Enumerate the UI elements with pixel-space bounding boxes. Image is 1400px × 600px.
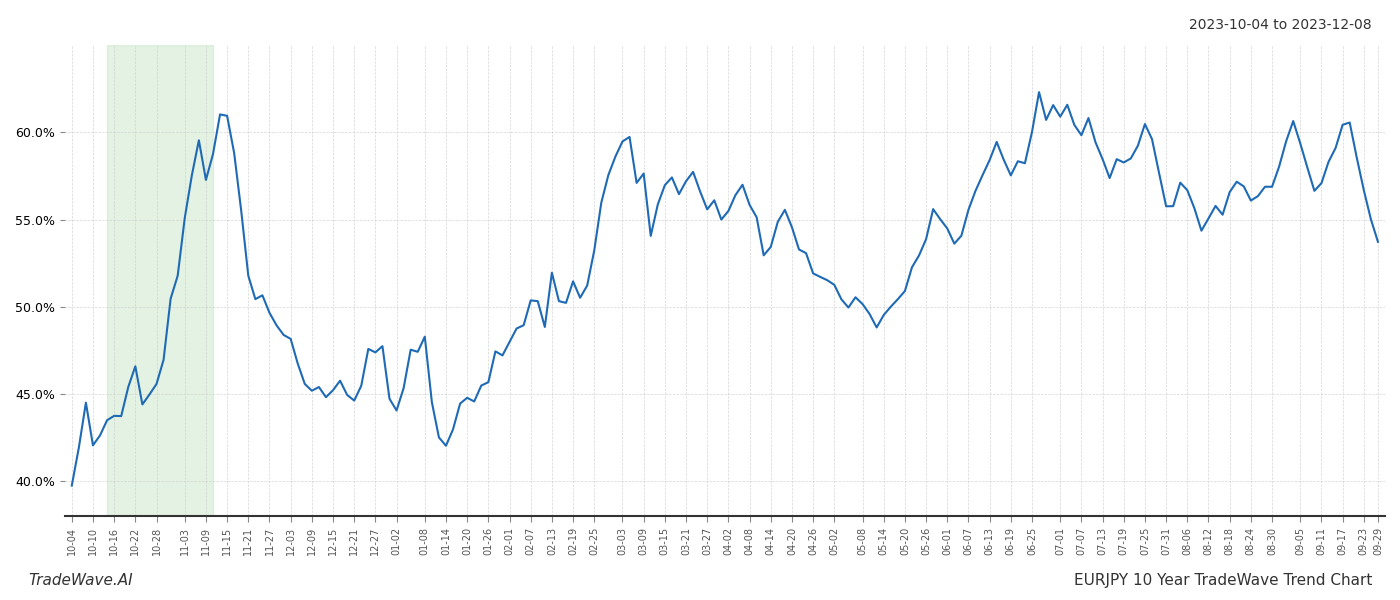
Text: 2023-10-04 to 2023-12-08: 2023-10-04 to 2023-12-08 [1190,18,1372,32]
Text: EURJPY 10 Year TradeWave Trend Chart: EURJPY 10 Year TradeWave Trend Chart [1074,573,1372,588]
Text: TradeWave.AI: TradeWave.AI [28,573,133,588]
Bar [106,45,213,516]
